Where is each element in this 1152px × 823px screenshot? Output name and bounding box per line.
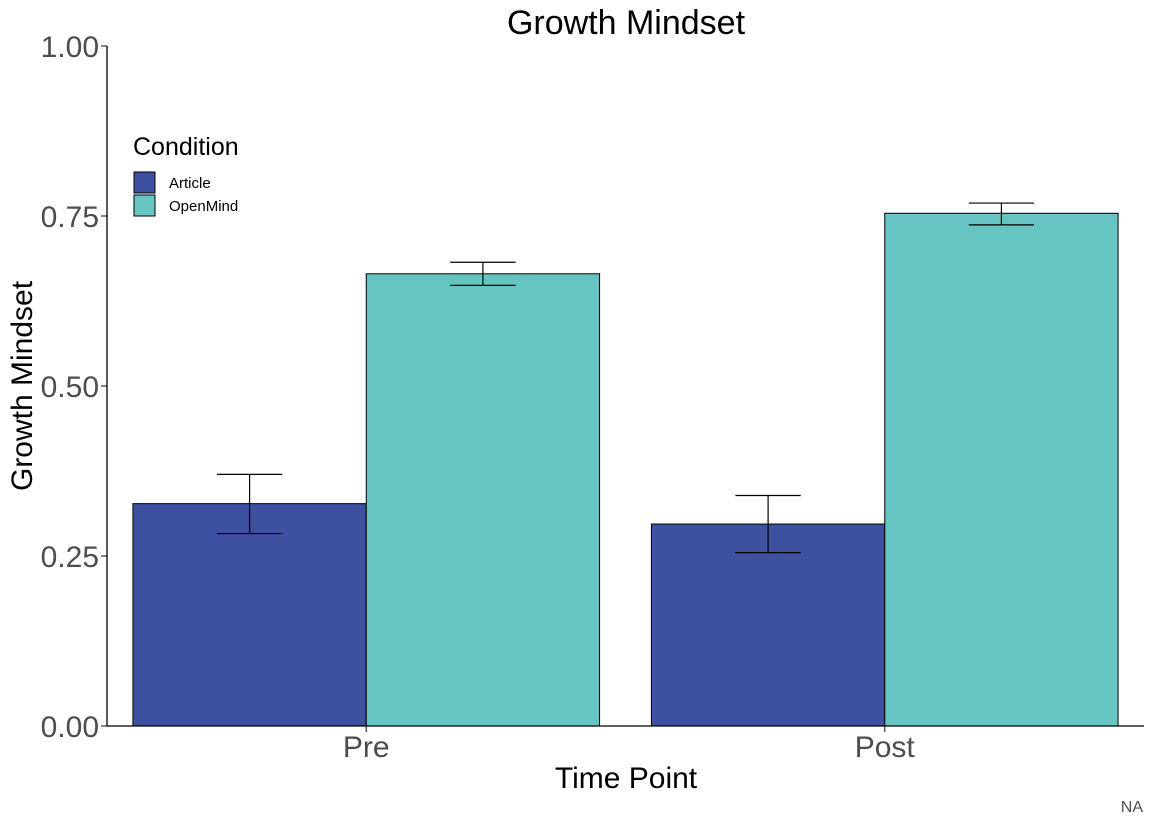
legend-label-openmind: OpenMind bbox=[169, 198, 238, 215]
legend-swatch-article bbox=[133, 171, 156, 194]
bar-article-post bbox=[650, 523, 886, 727]
bar-article-pre bbox=[132, 503, 367, 727]
bar-openmind-post bbox=[884, 212, 1119, 727]
y-axis-title: Growth Mindset bbox=[6, 280, 39, 491]
y-tick-label: 0.50 bbox=[41, 371, 99, 404]
y-tick-label: 0.00 bbox=[41, 711, 99, 744]
legend-swatch-openmind bbox=[133, 194, 156, 217]
bar-openmind-pre bbox=[365, 273, 601, 727]
error-bars bbox=[216, 202, 1035, 554]
error-bar-openmind-pre bbox=[450, 261, 516, 286]
x-tick-label: Pre bbox=[343, 731, 390, 764]
legend: Condition Article OpenMind bbox=[133, 133, 239, 217]
caption: NA bbox=[1121, 799, 1144, 816]
legend-label-article: Article bbox=[169, 175, 211, 192]
bars bbox=[132, 212, 1119, 727]
error-bar-article-post bbox=[735, 494, 801, 554]
axis-lines bbox=[106, 46, 1144, 727]
y-tick-label: 0.75 bbox=[41, 201, 99, 234]
x-tick-label: Post bbox=[855, 731, 916, 764]
error-bar-article-pre bbox=[216, 473, 283, 535]
legend-title: Condition bbox=[133, 133, 239, 161]
y-tick-label: 1.00 bbox=[41, 31, 99, 64]
y-tick-label: 0.25 bbox=[41, 541, 99, 574]
x-axis-title: Time Point bbox=[555, 762, 698, 795]
y-axis: 0.00 0.25 0.50 0.75 1.00 bbox=[41, 31, 107, 744]
x-axis: Pre Post bbox=[343, 726, 916, 764]
error-bar-openmind-post bbox=[968, 202, 1035, 226]
chart-title: Growth Mindset bbox=[507, 4, 746, 42]
